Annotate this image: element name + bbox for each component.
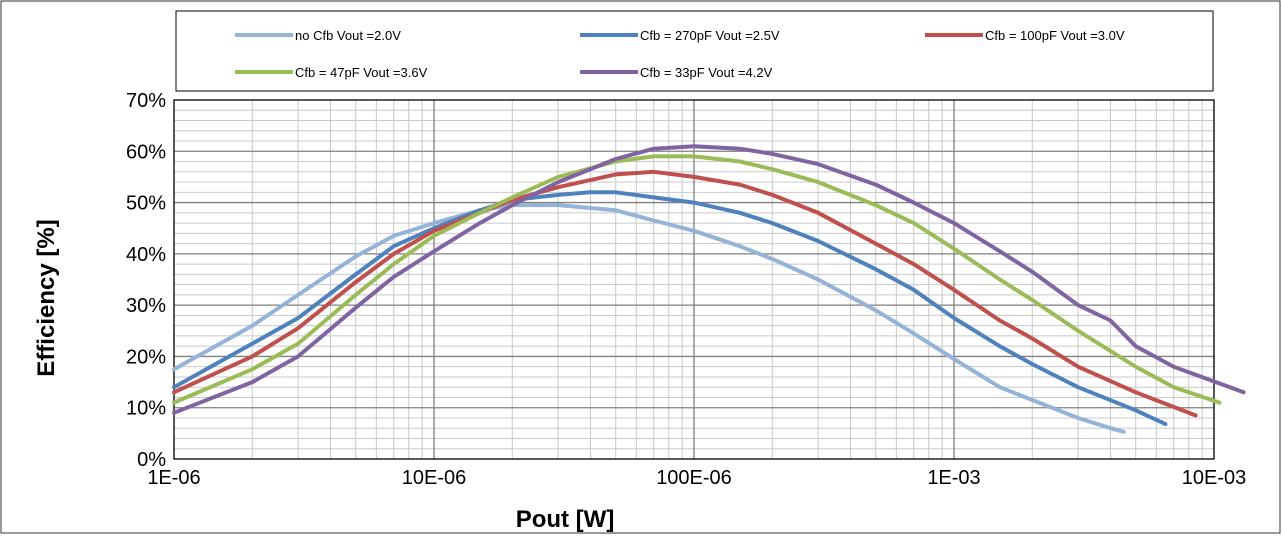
y-tick-label: 30% (126, 295, 166, 317)
plot-area (173, 99, 1215, 460)
series-line-5 (172, 144, 1246, 415)
legend-box (175, 10, 1214, 92)
x-tick-label: 1E-03 (927, 467, 980, 489)
y-tick-label: 0% (137, 449, 166, 471)
series-line-2 (172, 190, 1168, 427)
y-axis-title: Efficiency [%] (33, 219, 60, 376)
legend-label-5: Cfb = 33pF Vout =4.2V (640, 65, 773, 80)
series-line-4 (172, 154, 1222, 405)
y-tick-label: 60% (126, 141, 166, 163)
y-axis-tick-labels: 0% 10% 20% 30% 40% 50% 60% 70% (126, 90, 166, 471)
legend-label-4: Cfb = 47pF Vout =3.6V (295, 65, 428, 80)
legend: no Cfb Vout =2.0V Cfb = 270pF Vout =2.5V C… (175, 10, 1214, 92)
legend-label-2: Cfb = 270pF Vout =2.5V (640, 28, 780, 43)
series-line-3 (172, 169, 1198, 418)
series-line-1 (172, 203, 1126, 434)
y-tick-label: 40% (126, 244, 166, 266)
legend-label-3: Cfb = 100pF Vout =3.0V (985, 28, 1125, 43)
x-tick-label: 10E-03 (1182, 467, 1247, 489)
x-tick-label: 1E-06 (147, 467, 200, 489)
x-tick-label: 100E-06 (656, 467, 732, 489)
x-axis-title: Pout [W] (516, 506, 615, 533)
y-tick-label: 50% (126, 193, 166, 215)
x-axis-tick-labels: 1E-06 10E-06 100E-06 1E-03 10E-03 (147, 467, 1246, 489)
y-tick-label: 10% (126, 398, 166, 420)
y-tick-label: 70% (126, 90, 166, 112)
series-layer (172, 144, 1246, 434)
y-tick-label: 20% (126, 346, 166, 368)
legend-label-1: no Cfb Vout =2.0V (295, 28, 401, 43)
x-tick-label: 10E-06 (402, 467, 467, 489)
